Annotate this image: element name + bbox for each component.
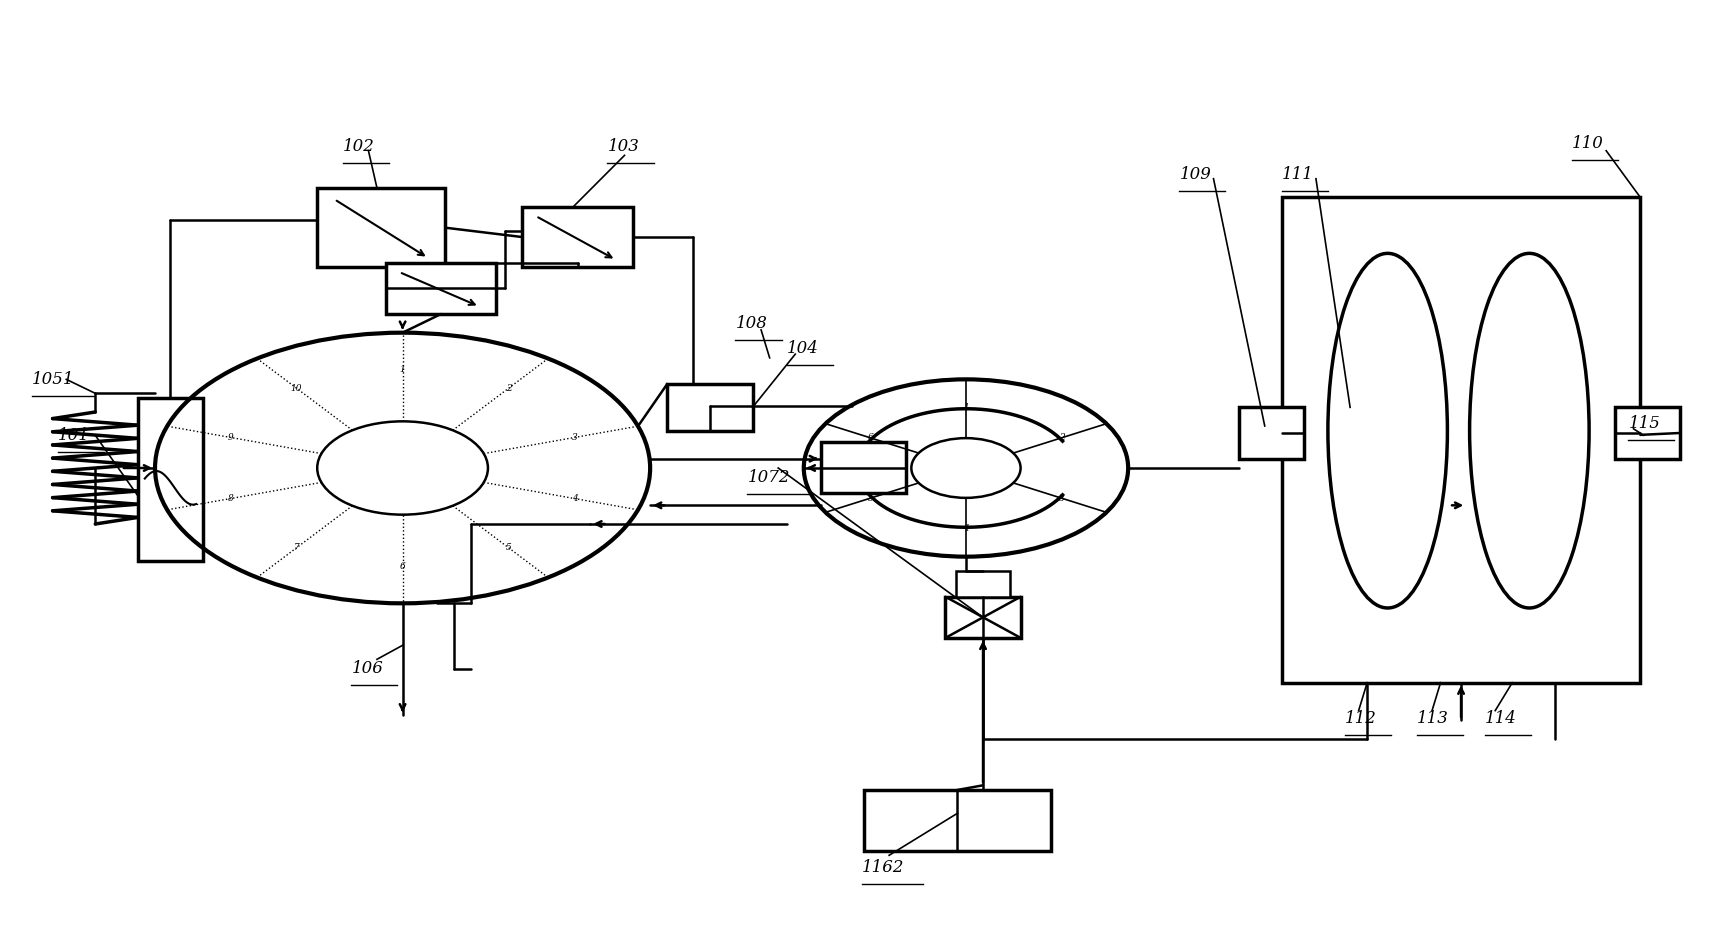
Bar <box>385 263 496 314</box>
Bar <box>318 188 445 268</box>
Text: 104: 104 <box>787 340 819 357</box>
Text: 111: 111 <box>1282 166 1313 183</box>
Text: 4: 4 <box>963 524 970 533</box>
Bar <box>821 442 906 493</box>
Text: 5: 5 <box>506 544 511 552</box>
Text: 1: 1 <box>400 365 405 373</box>
Text: 115: 115 <box>1628 415 1660 431</box>
Text: 6: 6 <box>867 433 874 443</box>
Bar <box>864 790 1052 851</box>
Bar <box>522 207 633 268</box>
Text: 114: 114 <box>1484 709 1517 726</box>
Bar <box>946 597 1021 637</box>
Bar <box>1614 407 1679 459</box>
Text: 8: 8 <box>227 494 234 503</box>
Bar <box>667 384 752 431</box>
Text: 101: 101 <box>58 427 89 444</box>
Text: 1: 1 <box>963 403 970 412</box>
Text: 3: 3 <box>1058 493 1064 503</box>
Text: 9: 9 <box>227 433 234 442</box>
Text: 5: 5 <box>867 493 874 503</box>
Text: 110: 110 <box>1571 135 1604 152</box>
Bar <box>1240 407 1305 459</box>
Bar <box>139 398 203 562</box>
Text: 3: 3 <box>571 433 578 442</box>
Text: 1162: 1162 <box>862 859 905 876</box>
Text: 108: 108 <box>735 314 768 332</box>
Text: 112: 112 <box>1346 709 1377 726</box>
Text: 2: 2 <box>1058 433 1064 443</box>
Text: 1051: 1051 <box>32 371 75 388</box>
Bar <box>1282 197 1640 682</box>
Text: 113: 113 <box>1416 709 1448 726</box>
Text: 4: 4 <box>571 494 578 503</box>
Text: 103: 103 <box>607 138 640 154</box>
Text: 6: 6 <box>400 563 405 571</box>
Text: 2: 2 <box>506 384 511 392</box>
Text: 10: 10 <box>291 384 303 392</box>
Text: 1072: 1072 <box>747 469 790 486</box>
Bar <box>956 571 1011 597</box>
Text: 106: 106 <box>351 660 383 677</box>
Text: 102: 102 <box>342 138 374 154</box>
Text: 109: 109 <box>1180 166 1211 183</box>
Text: 7: 7 <box>294 544 299 552</box>
